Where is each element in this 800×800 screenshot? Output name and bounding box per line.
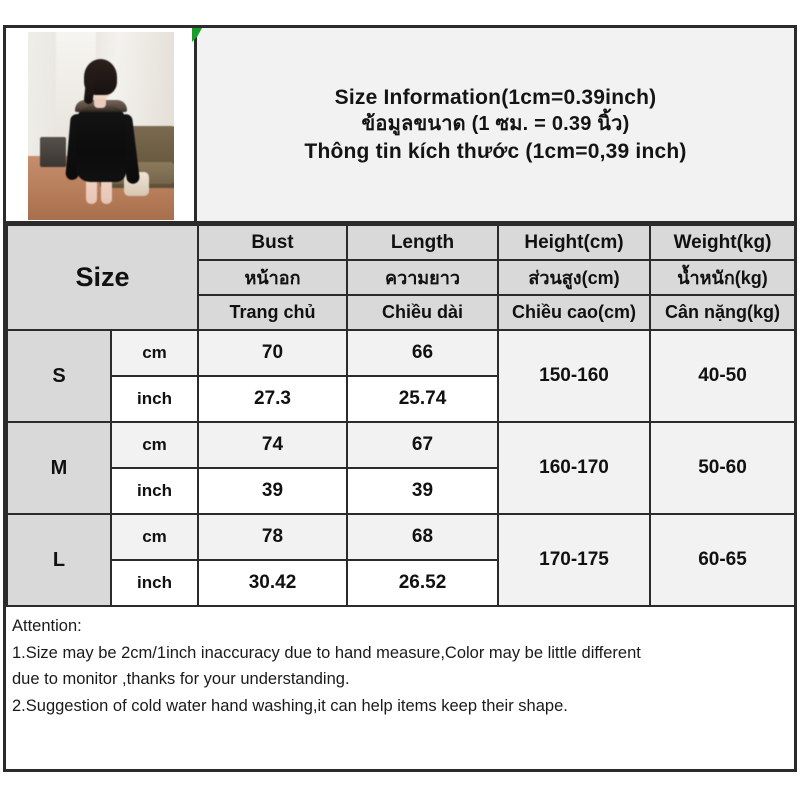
attention-line-3: 2.Suggestion of cold water hand washing,… xyxy=(12,697,568,716)
bust-cm-m: 74 xyxy=(197,421,348,469)
unit-inch-m: inch xyxy=(110,467,199,515)
length-cm-s: 66 xyxy=(346,329,499,377)
length-cm-l: 68 xyxy=(346,513,499,561)
bust-inch-s: 27.3 xyxy=(197,375,348,423)
height-range-s: 150-160 xyxy=(497,329,651,423)
table-row: inch 30.42 26.52 xyxy=(7,559,795,607)
bust-inch-l: 30.42 xyxy=(197,559,348,607)
table-header-row-en: Size Bust Length Height(cm) Weight(kg) xyxy=(6,224,796,331)
banner-title: Size Information(1cm=0.39inch) ข้อมูลขนา… xyxy=(192,28,794,221)
attention-heading: Attention: xyxy=(12,617,82,635)
header-bust-vi: Trang chủ xyxy=(197,294,348,331)
title-line-th: ข้อมูลขนาด (1 ซม. = 0.39 นิ้ว) xyxy=(361,113,630,136)
table-row: M cm 74 67 160-170 50-60 xyxy=(6,421,796,515)
title-line-en: Size Information(1cm=0.39inch) xyxy=(334,85,657,109)
attention-line-2: due to monitor ,thanks for your understa… xyxy=(12,670,350,689)
product-photo-frame xyxy=(28,32,174,220)
bust-cm-l: 78 xyxy=(197,513,348,561)
table-row: inch 39 39 xyxy=(7,467,795,515)
table-row: inch 27.3 25.74 xyxy=(7,375,795,423)
attention-line-1: 1.Size may be 2cm/1inch inaccuracy due t… xyxy=(12,643,641,662)
product-photo xyxy=(6,28,197,221)
bust-cm-s: 70 xyxy=(197,329,348,377)
header-height-th: ส่วนสูง(cm) xyxy=(497,259,651,296)
unit-inch-s: inch xyxy=(110,375,199,423)
height-range-m: 160-170 xyxy=(497,421,651,515)
table-row: S cm 70 66 150-160 40-50 xyxy=(6,329,796,423)
row-size-label-s: S xyxy=(6,329,112,423)
header-height-en: Height(cm) xyxy=(497,224,651,261)
length-cm-m: 67 xyxy=(346,421,499,469)
banner: Size Information(1cm=0.39inch) ข้อมูลขนา… xyxy=(6,28,794,224)
header-weight-th: น้ำหนัก(kg) xyxy=(649,259,796,296)
header-weight-en: Weight(kg) xyxy=(649,224,796,261)
length-inch-m: 39 xyxy=(346,467,499,515)
header-height-vi: Chiều cao(cm) xyxy=(497,294,651,331)
photo-dress xyxy=(76,106,126,182)
green-triangle-marker-icon xyxy=(192,28,202,42)
row-size-label-l: L xyxy=(6,513,112,607)
header-weight-vi: Cân nặng(kg) xyxy=(649,294,796,331)
table-row: L cm 78 68 170-175 60-65 xyxy=(6,513,796,607)
size-table: Size Bust Length Height(cm) Weight(kg) ห… xyxy=(6,224,796,607)
table-header-row-th: หน้าอก ความยาว ส่วนสูง(cm) น้ำหนัก(kg) xyxy=(7,259,796,296)
table-header-row-vi: Trang chủ Chiều dài Chiều cao(cm) Cân nặ… xyxy=(7,294,796,331)
header-length-th: ความยาว xyxy=(346,259,499,296)
photo-model xyxy=(65,59,141,204)
length-inch-s: 25.74 xyxy=(346,375,499,423)
unit-cm-l: cm xyxy=(110,513,199,561)
length-inch-l: 26.52 xyxy=(346,559,499,607)
attention-section: Attention: 1.Size may be 2cm/1inch inacc… xyxy=(6,607,794,769)
header-length-en: Length xyxy=(346,224,499,261)
photo-side-table xyxy=(40,137,66,168)
unit-inch-l: inch xyxy=(110,559,199,607)
header-length-vi: Chiều dài xyxy=(346,294,499,331)
size-chart-card: Size Information(1cm=0.39inch) ข้อมูลขนา… xyxy=(3,25,797,772)
unit-cm-m: cm xyxy=(110,421,199,469)
weight-range-s: 40-50 xyxy=(649,329,796,423)
header-bust-en: Bust xyxy=(197,224,348,261)
size-column-header: Size xyxy=(6,224,199,331)
weight-range-m: 50-60 xyxy=(649,421,796,515)
row-size-label-m: M xyxy=(6,421,112,515)
title-line-vi: Thông tin kích thước (1cm=0,39 inch) xyxy=(304,139,687,163)
bust-inch-m: 39 xyxy=(197,467,348,515)
weight-range-l: 60-65 xyxy=(649,513,796,607)
header-bust-th: หน้าอก xyxy=(197,259,348,296)
height-range-l: 170-175 xyxy=(497,513,651,607)
unit-cm-s: cm xyxy=(110,329,199,377)
